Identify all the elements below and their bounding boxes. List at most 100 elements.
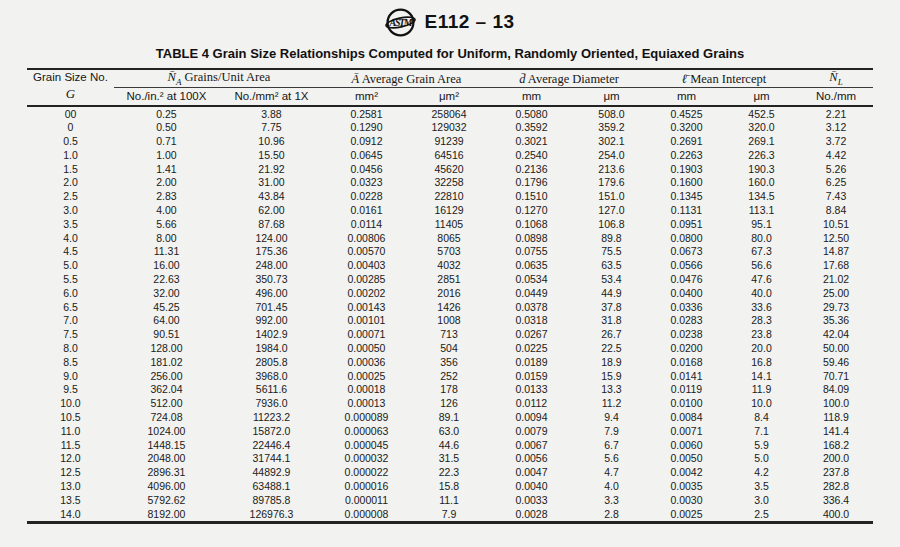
cell-area-mm2: 0.0114 xyxy=(324,218,409,232)
cell-diameter-mm: 0.0047 xyxy=(489,466,574,480)
cell-diameter-mm: 0.1510 xyxy=(489,190,574,204)
table-row: 5.522.63350.730.0028528510.053453.40.047… xyxy=(27,273,873,287)
cell-intercept-um: 56.6 xyxy=(724,259,799,273)
table-row: 4.511.31175.360.0057057030.075575.50.067… xyxy=(27,245,873,259)
document-header: ASTM E112 – 13 xyxy=(0,0,900,38)
column-group-mean-intercept: ℓ̄ Mean Intercept xyxy=(649,69,799,87)
unit-intercept-um: μm xyxy=(724,87,799,106)
cell-intercept-mm: 0.2263 xyxy=(649,149,724,163)
nl-symbol: N̄ xyxy=(829,70,837,84)
cell-nl-per-mm: 4.42 xyxy=(799,149,873,163)
cell-diameter-um: 179.6 xyxy=(574,176,649,190)
column-group-grains-unit-area: N̄A Grains/Unit Area xyxy=(114,69,324,87)
cell-intercept-um: 11.9 xyxy=(724,383,799,397)
cell-na-per-mm2-1x: 992.00 xyxy=(219,314,324,328)
cell-grain-size-g: 0 xyxy=(27,121,114,135)
cell-intercept-um: 452.5 xyxy=(724,106,799,122)
cell-nl-per-mm: 282.8 xyxy=(799,480,873,494)
cell-area-um2: 44.6 xyxy=(409,439,489,453)
cell-diameter-mm: 0.0534 xyxy=(489,273,574,287)
cell-nl-per-mm: 17.68 xyxy=(799,259,873,273)
unit-area-mm2: mm² xyxy=(324,87,409,106)
cell-diameter-mm: 0.0028 xyxy=(489,508,574,523)
cell-na-per-mm2-1x: 21.92 xyxy=(219,163,324,177)
cell-intercept-mm: 0.0084 xyxy=(649,411,724,425)
cell-intercept-um: 320.0 xyxy=(724,121,799,135)
cell-intercept-um: 20.0 xyxy=(724,342,799,356)
cell-area-mm2: 0.00806 xyxy=(324,232,409,246)
cell-na-per-in2-100x: 1024.00 xyxy=(114,425,219,439)
cell-na-per-in2-100x: 362.04 xyxy=(114,383,219,397)
cell-intercept-mm: 0.0400 xyxy=(649,287,724,301)
cell-diameter-um: 3.3 xyxy=(574,494,649,508)
cell-diameter-mm: 0.0067 xyxy=(489,439,574,453)
cell-na-per-mm2-1x: 44892.9 xyxy=(219,466,324,480)
cell-na-per-mm2-1x: 3968.0 xyxy=(219,370,324,384)
cell-intercept-mm: 0.1345 xyxy=(649,190,724,204)
cell-intercept-mm: 0.3200 xyxy=(649,121,724,135)
cell-intercept-um: 3.0 xyxy=(724,494,799,508)
cell-intercept-mm: 0.0673 xyxy=(649,245,724,259)
area-group-label: Average Grain Area xyxy=(359,72,461,86)
cell-diameter-mm: 0.5080 xyxy=(489,106,574,122)
cell-intercept-um: 95.1 xyxy=(724,218,799,232)
cell-nl-per-mm: 200.0 xyxy=(799,452,873,466)
cell-na-per-mm2-1x: 89785.8 xyxy=(219,494,324,508)
column-group-average-grain-area: Ā Average Grain Area xyxy=(324,69,489,87)
cell-na-per-mm2-1x: 10.96 xyxy=(219,135,324,149)
cell-intercept-mm: 0.0141 xyxy=(649,370,724,384)
cell-diameter-mm: 0.0159 xyxy=(489,370,574,384)
cell-area-mm2: 0.000032 xyxy=(324,452,409,466)
cell-na-per-in2-100x: 1.41 xyxy=(114,163,219,177)
cell-na-per-in2-100x: 5792.62 xyxy=(114,494,219,508)
cell-na-per-in2-100x: 5.66 xyxy=(114,218,219,232)
cell-grain-size-g: 9.0 xyxy=(27,370,114,384)
cell-na-per-mm2-1x: 175.36 xyxy=(219,245,324,259)
cell-na-per-mm2-1x: 15.50 xyxy=(219,149,324,163)
cell-nl-per-mm: 400.0 xyxy=(799,508,873,523)
astm-logo-icon: ASTM xyxy=(385,7,416,38)
cell-na-per-mm2-1x: 63488.1 xyxy=(219,480,324,494)
cell-na-per-in2-100x: 1448.15 xyxy=(114,439,219,453)
cell-na-per-in2-100x: 90.51 xyxy=(114,328,219,342)
column-header-grain-size: Grain Size No. G xyxy=(27,69,114,106)
cell-area-mm2: 0.00013 xyxy=(324,397,409,411)
cell-area-um2: 22.3 xyxy=(409,466,489,480)
cell-area-mm2: 0.000011 xyxy=(324,494,409,508)
cell-area-mm2: 0.0912 xyxy=(324,135,409,149)
cell-area-mm2: 0.00143 xyxy=(324,301,409,315)
cell-intercept-um: 23.8 xyxy=(724,328,799,342)
cell-na-per-mm2-1x: 11223.2 xyxy=(219,411,324,425)
cell-nl-per-mm: 237.8 xyxy=(799,466,873,480)
cell-area-um2: 11405 xyxy=(409,218,489,232)
cell-na-per-in2-100x: 2.00 xyxy=(114,176,219,190)
cell-nl-per-mm: 29.73 xyxy=(799,301,873,315)
cell-na-per-in2-100x: 2048.00 xyxy=(114,452,219,466)
cell-grain-size-g: 1.0 xyxy=(27,149,114,163)
cell-area-um2: 64516 xyxy=(409,149,489,163)
cell-nl-per-mm: 50.00 xyxy=(799,342,873,356)
cell-diameter-um: 53.4 xyxy=(574,273,649,287)
cell-grain-size-g: 12.0 xyxy=(27,452,114,466)
cell-diameter-um: 508.0 xyxy=(574,106,649,122)
cell-na-per-in2-100x: 2896.31 xyxy=(114,466,219,480)
cell-na-per-mm2-1x: 22446.4 xyxy=(219,439,324,453)
cell-nl-per-mm: 3.72 xyxy=(799,135,873,149)
unit-na-mm2: No./mm² at 1X xyxy=(219,87,324,106)
cell-intercept-mm: 0.0071 xyxy=(649,425,724,439)
cell-grain-size-g: 1.5 xyxy=(27,163,114,177)
cell-intercept-mm: 0.0238 xyxy=(649,328,724,342)
cell-area-um2: 8065 xyxy=(409,232,489,246)
cell-intercept-mm: 0.1131 xyxy=(649,204,724,218)
cell-nl-per-mm: 25.00 xyxy=(799,287,873,301)
group-header-row: Grain Size No. G N̄A Grains/Unit Area Ā … xyxy=(27,69,873,87)
cell-nl-per-mm: 59.46 xyxy=(799,356,873,370)
cell-area-um2: 32258 xyxy=(409,176,489,190)
cell-nl-per-mm: 14.87 xyxy=(799,245,873,259)
cell-intercept-mm: 0.0030 xyxy=(649,494,724,508)
cell-area-um2: 713 xyxy=(409,328,489,342)
cell-area-um2: 11.1 xyxy=(409,494,489,508)
cell-diameter-mm: 0.0056 xyxy=(489,452,574,466)
cell-diameter-um: 15.9 xyxy=(574,370,649,384)
cell-intercept-mm: 0.0119 xyxy=(649,383,724,397)
